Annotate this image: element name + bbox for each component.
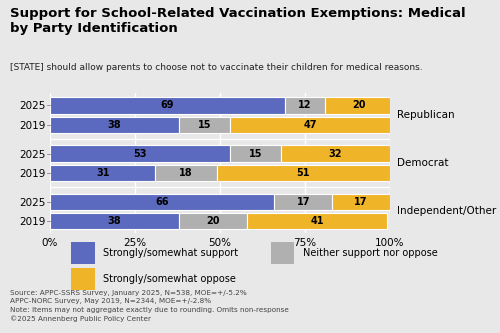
Bar xyxy=(50,193,274,210)
Text: 31: 31 xyxy=(96,168,110,178)
Text: 41: 41 xyxy=(310,216,324,226)
Bar xyxy=(50,213,179,229)
Bar xyxy=(230,146,281,162)
Text: Neither support nor oppose: Neither support nor oppose xyxy=(303,248,438,258)
Text: 17: 17 xyxy=(296,197,310,207)
Text: 20: 20 xyxy=(352,101,366,111)
Bar xyxy=(50,165,156,181)
Text: Support for School-Related Vaccination Exemptions: Medical
by Party Identificati: Support for School-Related Vaccination E… xyxy=(10,7,466,35)
Bar xyxy=(230,117,390,133)
Text: 51: 51 xyxy=(296,168,310,178)
Text: 15: 15 xyxy=(249,149,262,159)
Text: Source: APPC-SSRS Survey, January 2025, N=538, MOE=+/-5.2%
APPC-NORC Survey, May: Source: APPC-SSRS Survey, January 2025, … xyxy=(10,290,289,322)
Text: 18: 18 xyxy=(179,168,193,178)
Text: Strongly/somewhat support: Strongly/somewhat support xyxy=(103,248,238,258)
Bar xyxy=(332,193,390,210)
Text: 47: 47 xyxy=(304,120,317,130)
Bar xyxy=(179,213,247,229)
Text: 32: 32 xyxy=(329,149,342,159)
Text: Republican: Republican xyxy=(397,110,454,120)
Bar xyxy=(274,193,332,210)
Text: 66: 66 xyxy=(156,197,169,207)
Text: Democrat: Democrat xyxy=(397,158,448,168)
Text: 38: 38 xyxy=(108,120,122,130)
Text: Strongly/somewhat oppose: Strongly/somewhat oppose xyxy=(103,274,236,284)
Bar xyxy=(326,97,394,114)
Bar xyxy=(50,117,179,133)
Text: 53: 53 xyxy=(134,149,147,159)
Bar xyxy=(247,213,386,229)
Bar xyxy=(50,97,284,114)
Text: 15: 15 xyxy=(198,120,211,130)
FancyBboxPatch shape xyxy=(72,242,94,264)
FancyBboxPatch shape xyxy=(72,268,94,290)
Text: [STATE] should allow parents to choose not to vaccinate their children for medic: [STATE] should allow parents to choose n… xyxy=(10,63,422,72)
Bar xyxy=(216,165,390,181)
FancyBboxPatch shape xyxy=(271,242,294,264)
Bar xyxy=(179,117,230,133)
Text: 17: 17 xyxy=(354,197,368,207)
Text: 20: 20 xyxy=(206,216,220,226)
Text: 12: 12 xyxy=(298,101,312,111)
Text: Independent/Other: Independent/Other xyxy=(397,206,496,216)
Bar xyxy=(284,97,326,114)
Bar xyxy=(156,165,216,181)
Bar xyxy=(281,146,390,162)
Text: 69: 69 xyxy=(160,101,174,111)
Text: 38: 38 xyxy=(108,216,122,226)
Bar xyxy=(50,146,230,162)
